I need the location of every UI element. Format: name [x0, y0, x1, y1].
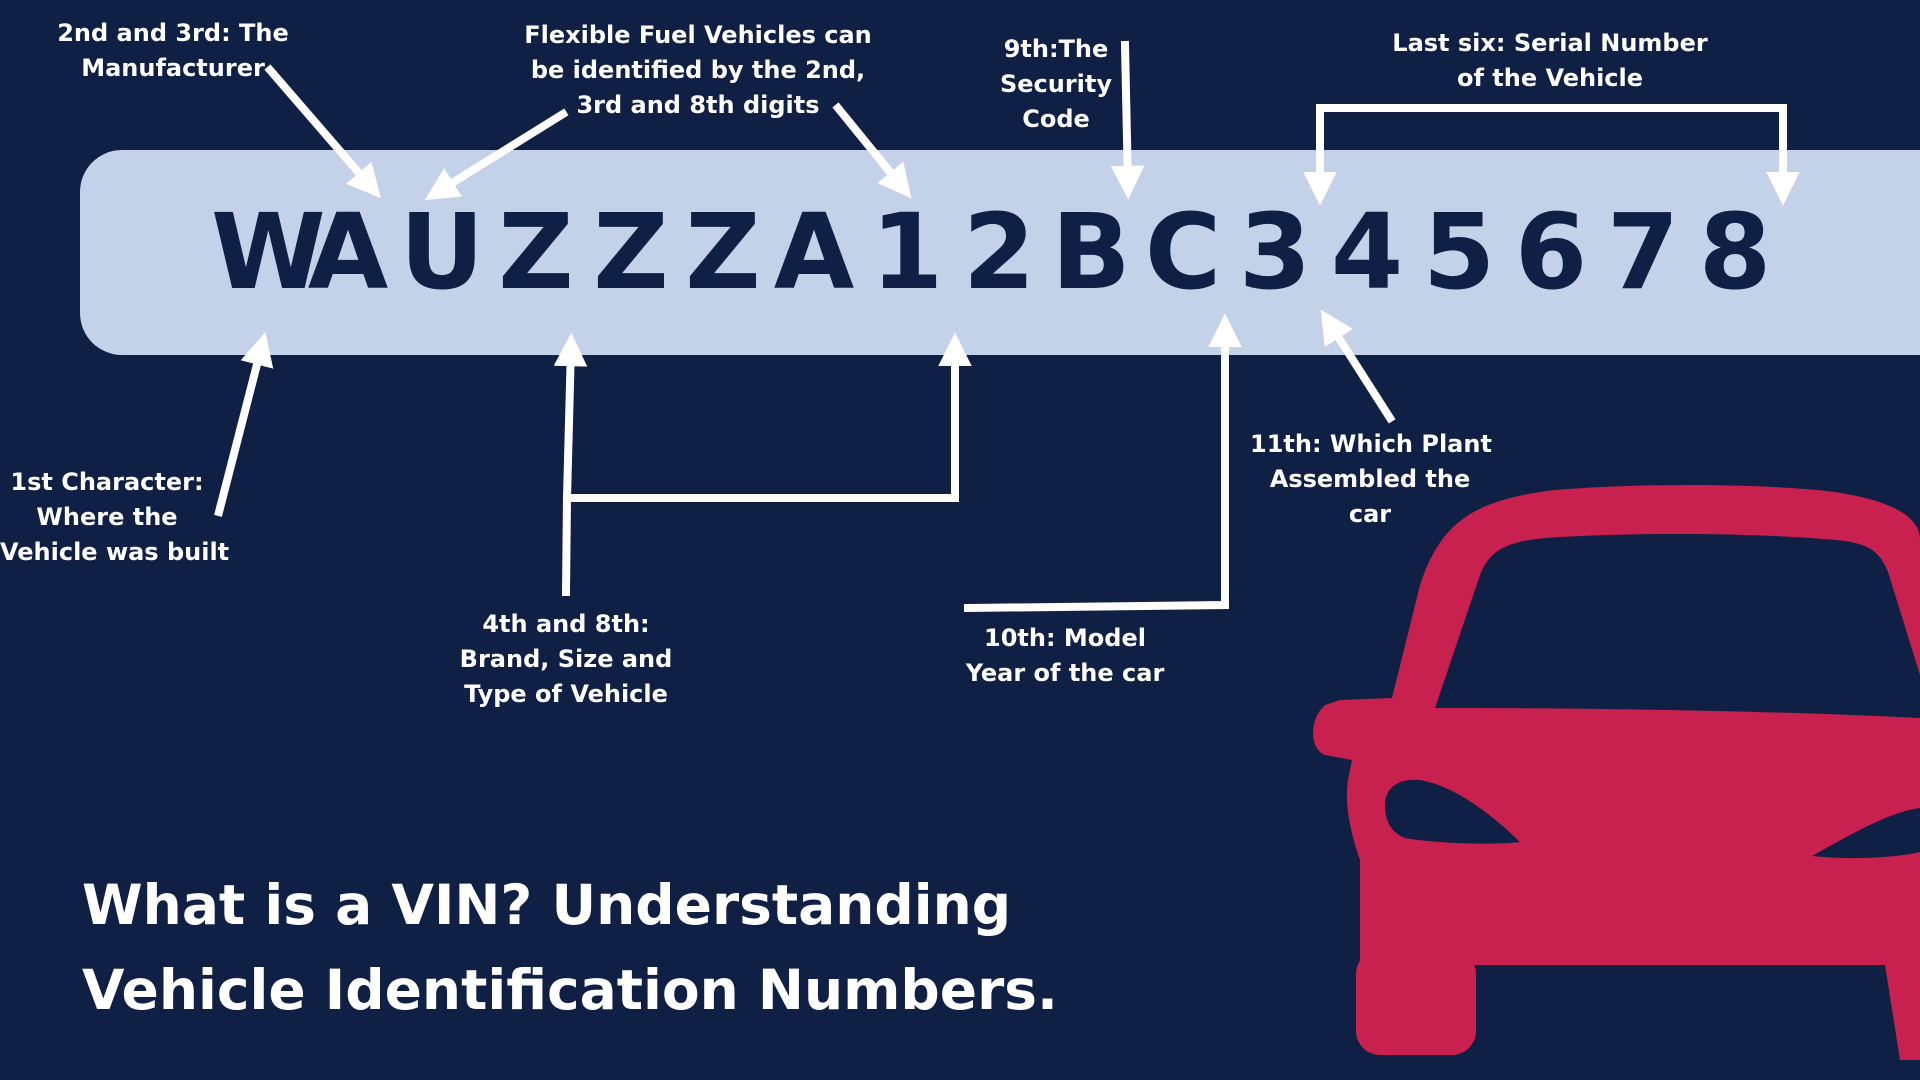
vin-character: 1 [870, 191, 944, 313]
label-line: be identified by the 2nd, [530, 56, 866, 84]
vin-character: 7 [1606, 191, 1680, 313]
arrow-assembly-plant [1320, 309, 1396, 424]
label-line: 9th:The [1003, 35, 1109, 63]
arrow-security-code [1110, 40, 1145, 200]
vin-character: A [773, 191, 855, 313]
label-model-year: 10th: Model Year of the car [955, 621, 1175, 691]
label-line: Security [999, 70, 1113, 98]
vin-character: 8 [1698, 191, 1772, 313]
arrow-first-character [214, 331, 274, 517]
label-line: 2nd and 3rd: The [57, 19, 289, 47]
vin-character: 5 [1422, 191, 1496, 313]
arrow-brand-size-type [553, 332, 588, 503]
vin-character: C [1144, 191, 1222, 313]
vin-character: U [399, 191, 485, 313]
vin-character: 4 [1330, 191, 1404, 313]
arrow-flex-fuel-left [424, 108, 569, 201]
arrow-manufacturer [264, 64, 381, 199]
label-manufacturer: 2nd and 3rd: The Manufacturer [48, 16, 298, 86]
car-headlight-left [1385, 779, 1520, 844]
car-windshield [1435, 533, 1920, 718]
car-headlight-right [1812, 808, 1920, 859]
label-brand-size-type: 4th and 8th: Brand, Size and Type of Veh… [450, 607, 682, 712]
label-line: Year of the car [965, 659, 1165, 687]
label-first-character: 1st Character: Where the Vehicle was bui… [0, 465, 230, 570]
label-line: 11th: Which Plant [1250, 430, 1492, 458]
vin-character: Z [593, 191, 669, 313]
label-assembly-plant: 11th: Which Plant Assembled the car [1250, 427, 1492, 532]
label-line: of the Vehicle [1456, 64, 1644, 92]
label-line: Manufacturer [81, 54, 265, 82]
label-line: Where the [36, 503, 178, 531]
label-flex-fuel: Flexible Fuel Vehicles can be identified… [518, 18, 878, 123]
label-line: Vehicle was built [0, 538, 230, 566]
label-line: Type of Vehicle [464, 680, 668, 708]
arrow-model-year [963, 313, 1242, 613]
vin-character: Z [685, 191, 761, 313]
label-line: 4th and 8th: [482, 610, 650, 638]
label-line: 10th: Model [984, 624, 1146, 652]
arrow-flex-fuel-right [832, 102, 912, 199]
vin-character: Z [498, 191, 574, 313]
vin-character: 2 [962, 191, 1036, 313]
label-line: 3rd and 8th digits [576, 91, 820, 119]
page-title-line-2: Vehicle Identification Numbers. [82, 958, 1058, 1022]
label-line: Brand, Size and [459, 645, 673, 673]
page-title-line-1: What is a VIN? Understanding [82, 873, 1012, 937]
bracket-serial-number [1303, 104, 1800, 206]
vin-character: B [1051, 191, 1131, 313]
label-line: 1st Character: [10, 468, 204, 496]
label-line: car [1348, 500, 1392, 528]
bracket-brand-size-type [561, 332, 972, 597]
label-line: Assembled the [1269, 465, 1471, 493]
vin-character: A [307, 191, 389, 313]
label-line: Flexible Fuel Vehicles can [524, 21, 872, 49]
label-security-code: 9th:The Security Code [976, 32, 1136, 137]
label-line: Code [1022, 105, 1090, 133]
vin-character: 6 [1514, 191, 1588, 313]
label-serial-number: Last six: Serial Number of the Vehicle [1380, 26, 1720, 96]
vin-character: 3 [1238, 191, 1312, 313]
label-line: Last six: Serial Number [1392, 29, 1708, 57]
